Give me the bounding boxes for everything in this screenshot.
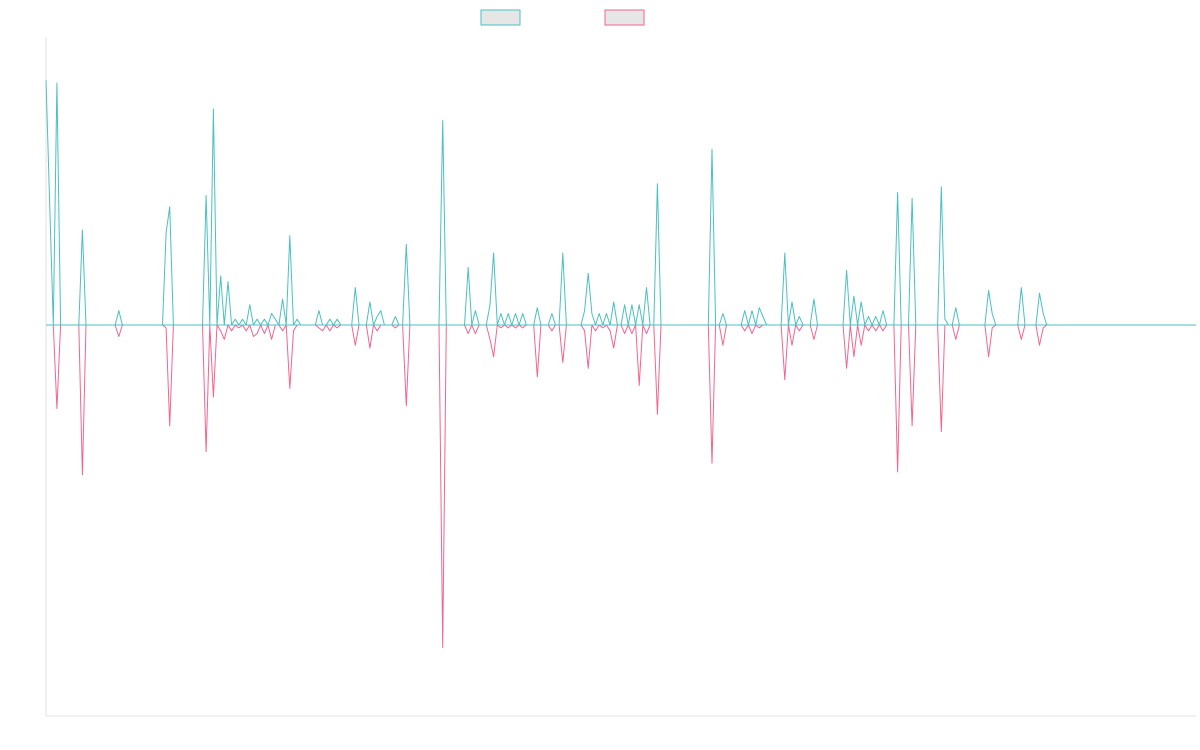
axes [45,37,1196,717]
series-layer [45,80,1196,649]
legend-swatch-1 [480,9,521,26]
legend [480,9,645,26]
series-line-1 [45,80,1196,326]
series-line-2 [52,324,1048,649]
legend-swatch-2 [604,9,645,26]
